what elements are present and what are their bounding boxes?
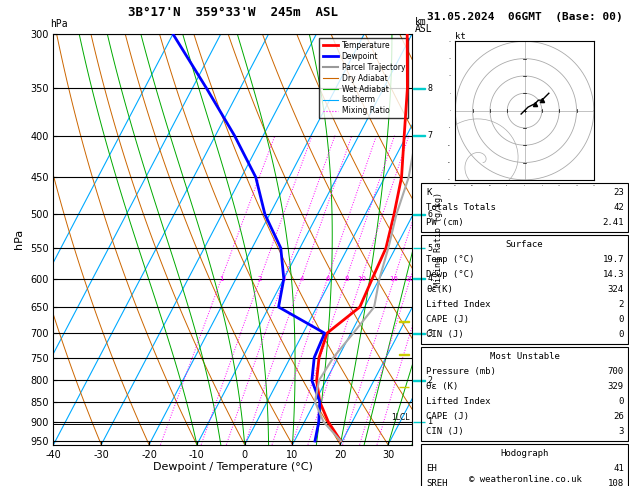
Text: 2: 2 <box>428 376 433 385</box>
Text: Dewp (°C): Dewp (°C) <box>426 270 475 279</box>
Text: 19.7: 19.7 <box>603 255 624 264</box>
Text: Mixing Ratio (g/kg): Mixing Ratio (g/kg) <box>434 192 443 287</box>
Text: CAPE (J): CAPE (J) <box>426 315 469 324</box>
Text: Totals Totals: Totals Totals <box>426 203 496 212</box>
Text: 4: 4 <box>299 276 304 282</box>
Text: 42: 42 <box>613 203 624 212</box>
Text: K: K <box>426 188 432 197</box>
X-axis label: Dewpoint / Temperature (°C): Dewpoint / Temperature (°C) <box>153 462 313 472</box>
Text: 1: 1 <box>428 417 433 426</box>
Text: 324: 324 <box>608 285 624 294</box>
Text: 6: 6 <box>428 210 433 219</box>
Text: 8: 8 <box>344 276 348 282</box>
Text: Temp (°C): Temp (°C) <box>426 255 475 264</box>
Text: Lifted Index: Lifted Index <box>426 300 491 309</box>
Text: 26: 26 <box>613 412 624 421</box>
Text: Surface: Surface <box>506 240 543 249</box>
Text: 3: 3 <box>428 329 433 338</box>
Text: 0: 0 <box>618 315 624 324</box>
Text: 2: 2 <box>618 300 624 309</box>
Text: PW (cm): PW (cm) <box>426 218 464 227</box>
Y-axis label: hPa: hPa <box>14 229 25 249</box>
Text: 3B°17'N  359°33'W  245m  ASL: 3B°17'N 359°33'W 245m ASL <box>128 6 338 19</box>
Text: CIN (J): CIN (J) <box>426 427 464 436</box>
Text: 2.41: 2.41 <box>603 218 624 227</box>
Text: θε(K): θε(K) <box>426 285 454 294</box>
Text: 1: 1 <box>219 276 224 282</box>
Text: 6: 6 <box>325 276 330 282</box>
Text: 0: 0 <box>618 397 624 406</box>
Text: 700: 700 <box>608 367 624 376</box>
Text: CAPE (J): CAPE (J) <box>426 412 469 421</box>
Text: hPa: hPa <box>50 19 68 29</box>
Text: 10: 10 <box>357 276 366 282</box>
Text: Pressure (mb): Pressure (mb) <box>426 367 496 376</box>
Text: Most Unstable: Most Unstable <box>489 352 560 361</box>
Text: Lifted Index: Lifted Index <box>426 397 491 406</box>
Text: 8: 8 <box>428 84 433 93</box>
Text: 4: 4 <box>428 274 433 283</box>
Text: 41: 41 <box>613 464 624 473</box>
Text: ASL: ASL <box>415 23 433 34</box>
Text: 108: 108 <box>608 479 624 486</box>
Text: 3: 3 <box>282 276 286 282</box>
Text: 16: 16 <box>389 276 399 282</box>
Text: 329: 329 <box>608 382 624 391</box>
Text: 3: 3 <box>618 427 624 436</box>
Text: kt: kt <box>455 32 466 41</box>
Text: CIN (J): CIN (J) <box>426 330 464 339</box>
Text: 7: 7 <box>428 131 433 140</box>
Text: 23: 23 <box>613 188 624 197</box>
Text: SREH: SREH <box>426 479 448 486</box>
Text: 14.3: 14.3 <box>603 270 624 279</box>
Text: 2: 2 <box>258 276 262 282</box>
Text: Hodograph: Hodograph <box>501 449 548 458</box>
Text: 5: 5 <box>428 243 433 253</box>
Text: EH: EH <box>426 464 437 473</box>
Legend: Temperature, Dewpoint, Parcel Trajectory, Dry Adiabat, Wet Adiabat, Isotherm, Mi: Temperature, Dewpoint, Parcel Trajectory… <box>320 38 408 119</box>
Text: 0: 0 <box>618 330 624 339</box>
Text: © weatheronline.co.uk: © weatheronline.co.uk <box>469 474 582 484</box>
Text: 20: 20 <box>406 276 415 282</box>
Text: 1LCL: 1LCL <box>391 413 409 422</box>
Text: km: km <box>415 17 427 27</box>
Text: 31.05.2024  06GMT  (Base: 00): 31.05.2024 06GMT (Base: 00) <box>426 12 623 22</box>
Text: θε (K): θε (K) <box>426 382 459 391</box>
